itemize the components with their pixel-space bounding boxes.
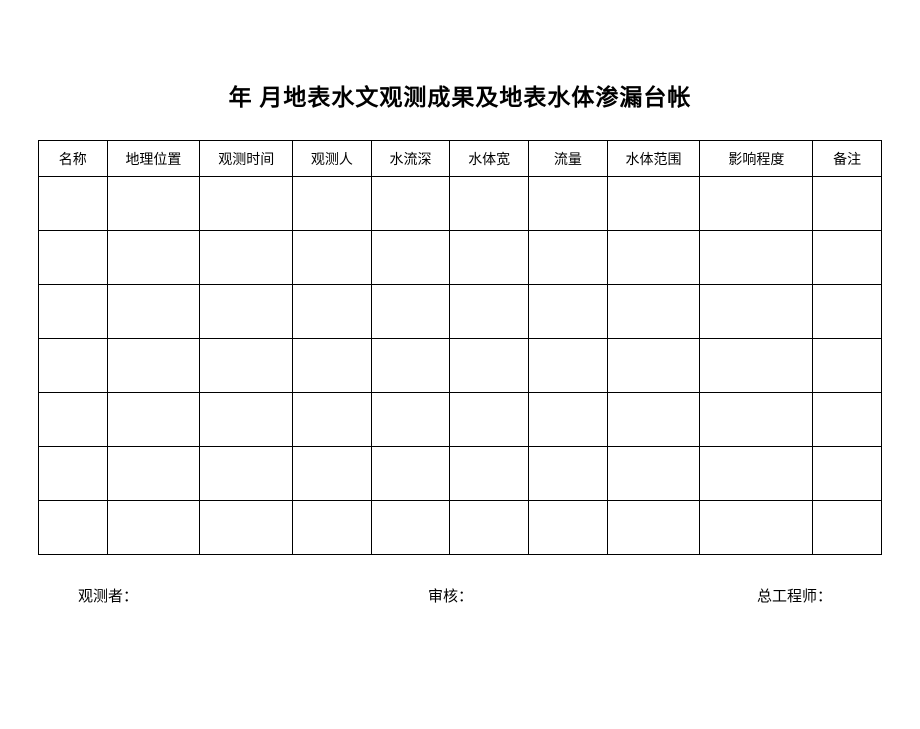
header-cell: 地理位置 (107, 141, 200, 177)
table-cell (450, 177, 529, 231)
table-cell (529, 285, 608, 339)
table-cell (39, 447, 108, 501)
table-cell (813, 177, 882, 231)
table-cell (700, 339, 813, 393)
table-container: 名称 地理位置 观测时间 观测人 水流深 水体宽 流量 水体范围 影响程度 备注 (38, 140, 882, 555)
table-cell (39, 501, 108, 555)
table-cell (371, 177, 450, 231)
header-cell: 水流深 (371, 141, 450, 177)
table-cell (607, 393, 700, 447)
table-cell (371, 393, 450, 447)
table-cell (450, 285, 529, 339)
table-cell (371, 501, 450, 555)
table-cell (293, 231, 372, 285)
table-cell (700, 231, 813, 285)
header-cell: 水体宽 (450, 141, 529, 177)
table-cell (200, 177, 293, 231)
table-cell (371, 231, 450, 285)
table-row (39, 339, 882, 393)
table-cell (813, 501, 882, 555)
table-cell (607, 177, 700, 231)
table-cell (607, 447, 700, 501)
header-cell: 水体范围 (607, 141, 700, 177)
engineer-label: 总工程师： (757, 585, 832, 606)
table-cell (700, 177, 813, 231)
table-cell (371, 447, 450, 501)
table-cell (107, 177, 200, 231)
table-row (39, 501, 882, 555)
table-cell (293, 177, 372, 231)
table-cell (700, 447, 813, 501)
table-cell (200, 447, 293, 501)
table-cell (293, 393, 372, 447)
table-cell (607, 285, 700, 339)
table-row (39, 393, 882, 447)
table-cell (607, 339, 700, 393)
table-cell (200, 285, 293, 339)
table-cell (700, 393, 813, 447)
table-cell (813, 447, 882, 501)
observer-label: 观测者： (78, 585, 138, 606)
table-row (39, 447, 882, 501)
table-cell (450, 393, 529, 447)
table-cell (293, 339, 372, 393)
table-body (39, 177, 882, 555)
header-cell: 影响程度 (700, 141, 813, 177)
table-cell (39, 285, 108, 339)
table-cell (200, 393, 293, 447)
table-cell (39, 177, 108, 231)
table-cell (107, 501, 200, 555)
table-cell (700, 501, 813, 555)
table-cell (529, 501, 608, 555)
page-title: 年 月地表水文观测成果及地表水体渗漏台帐 (0, 78, 920, 112)
table-cell (107, 285, 200, 339)
table-cell (450, 501, 529, 555)
table-head: 名称 地理位置 观测时间 观测人 水流深 水体宽 流量 水体范围 影响程度 备注 (39, 141, 882, 177)
table-cell (529, 231, 608, 285)
table-cell (371, 285, 450, 339)
table-cell (450, 339, 529, 393)
table-cell (450, 231, 529, 285)
table-cell (39, 339, 108, 393)
table-cell (200, 231, 293, 285)
table-cell (107, 231, 200, 285)
header-cell: 名称 (39, 141, 108, 177)
table-cell (813, 393, 882, 447)
table-cell (700, 285, 813, 339)
table-cell (607, 501, 700, 555)
table-cell (607, 231, 700, 285)
table-cell (293, 285, 372, 339)
table-cell (371, 339, 450, 393)
table-cell (200, 501, 293, 555)
table-cell (200, 339, 293, 393)
table-row (39, 285, 882, 339)
reviewer-label: 审核： (428, 585, 473, 606)
table-cell (529, 177, 608, 231)
data-table: 名称 地理位置 观测时间 观测人 水流深 水体宽 流量 水体范围 影响程度 备注 (38, 140, 882, 555)
table-cell (813, 339, 882, 393)
table-cell (293, 447, 372, 501)
table-cell (107, 447, 200, 501)
header-cell: 流量 (529, 141, 608, 177)
table-cell (813, 231, 882, 285)
table-row (39, 177, 882, 231)
table-cell (450, 447, 529, 501)
header-cell: 备注 (813, 141, 882, 177)
table-cell (813, 285, 882, 339)
table-cell (107, 339, 200, 393)
table-cell (107, 393, 200, 447)
table-row (39, 231, 882, 285)
table-cell (293, 501, 372, 555)
table-cell (529, 447, 608, 501)
header-cell: 观测时间 (200, 141, 293, 177)
table-cell (39, 393, 108, 447)
header-cell: 观测人 (293, 141, 372, 177)
table-cell (39, 231, 108, 285)
header-row: 名称 地理位置 观测时间 观测人 水流深 水体宽 流量 水体范围 影响程度 备注 (39, 141, 882, 177)
table-cell (529, 393, 608, 447)
table-cell (529, 339, 608, 393)
footer: 观测者： 审核： 总工程师： (38, 585, 882, 606)
